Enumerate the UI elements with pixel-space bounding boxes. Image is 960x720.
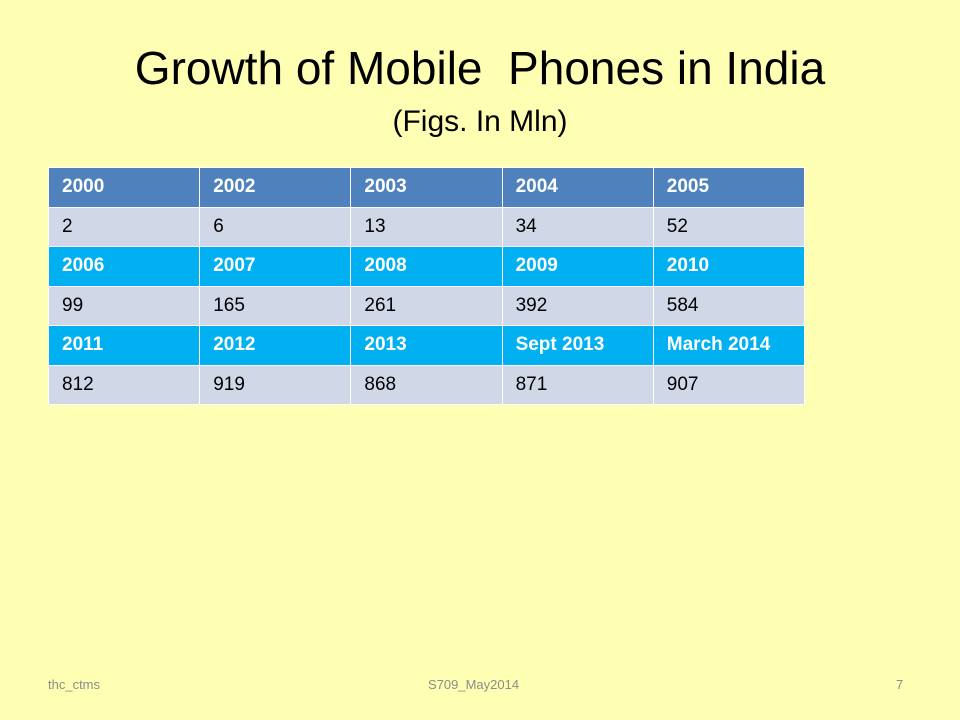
table-row-years-2: 2006 2007 2008 2009 2010 [47,246,806,287]
table-cell: 2007 [199,246,352,287]
footer-session-code: S709_May2014 [428,677,520,692]
table-row-years-1: 2000 2002 2003 2004 2005 [47,167,806,208]
table-row-values-2: 99 165 261 392 584 [47,285,806,326]
table-row-values-3: 812 919 868 871 907 [47,364,806,405]
table-cell: 261 [350,285,503,326]
table-cell: 871 [501,364,654,405]
table-cell: 2005 [652,167,806,208]
slide-title: Growth of Mobile Phones in India [134,42,826,94]
table-cell: 165 [199,285,352,326]
table-cell: 2011 [47,325,201,366]
footer-author: thc_ctms [48,677,101,692]
table-cell: 919 [199,364,352,405]
table-cell: 392 [501,285,654,326]
slide-subtitle: (Figs. In Mln) [392,105,568,138]
table-cell: 907 [652,364,806,405]
table-cell: 2 [47,206,201,247]
table-cell: 13 [350,206,503,247]
table-cell: 2006 [47,246,201,287]
table-cell: Sept 2013 [501,325,654,366]
table-row-years-3: 2011 2012 2013 Sept 2013 March 2014 [47,325,806,366]
table-cell: 2009 [501,246,654,287]
footer-page-number: 7 [896,677,904,692]
table-cell: 34 [501,206,654,247]
table-cell: 2003 [350,167,503,208]
table-cell: 812 [47,364,201,405]
table-cell: 2002 [199,167,352,208]
data-table: 2000 2002 2003 2004 2005 2 6 13 34 52 20… [47,167,806,405]
table-cell: 6 [199,206,352,247]
table-cell: 2012 [199,325,352,366]
table-cell: 2000 [47,167,201,208]
table-cell: March 2014 [652,325,806,366]
table-cell: 2008 [350,246,503,287]
table-row-values-1: 2 6 13 34 52 [47,206,806,247]
table-cell: 2013 [350,325,503,366]
table-cell: 52 [652,206,806,247]
table-cell: 2004 [501,167,654,208]
table-cell: 99 [47,285,201,326]
table-cell: 2010 [652,246,806,287]
table-cell: 868 [350,364,503,405]
table-cell: 584 [652,285,806,326]
